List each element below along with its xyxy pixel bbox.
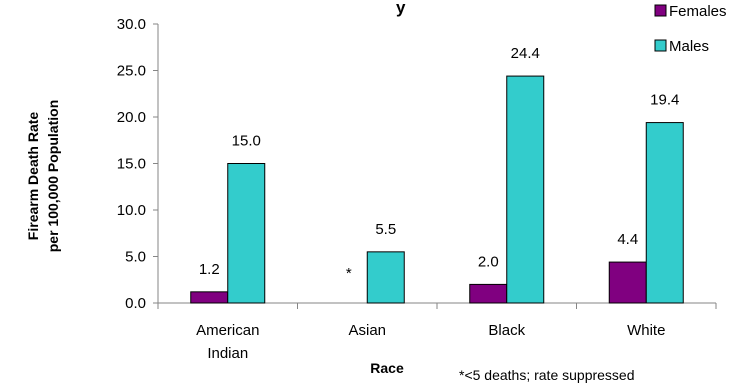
x-tick-label: Asian — [348, 322, 386, 339]
data-label: 5.5 — [375, 221, 396, 238]
bar-males — [366, 251, 405, 304]
data-label: * — [346, 265, 352, 282]
data-label: 15.0 — [232, 133, 261, 150]
bars — [190, 75, 684, 304]
data-label: 2.0 — [478, 253, 499, 270]
legend-label: Females — [669, 3, 727, 20]
bar-males — [227, 163, 266, 304]
legend-swatch — [654, 4, 667, 17]
y-tick-label: 15.0 — [117, 156, 146, 173]
x-tick-label: White — [627, 322, 665, 339]
y-tick-label: 10.0 — [117, 202, 146, 219]
y-tick-label: 20.0 — [117, 109, 146, 126]
bar-males — [645, 122, 684, 304]
y-axis-label: Firearm Death Rate per 100,000 Population — [25, 100, 61, 253]
y-tick-label: 30.0 — [117, 16, 146, 33]
x-tick-label: American — [196, 322, 259, 339]
bar-females — [190, 291, 229, 304]
y-tick-label: 0.0 — [125, 295, 146, 312]
chart-title-fragment: y — [396, 0, 406, 17]
y-tick-label: 25.0 — [117, 63, 146, 80]
data-label: 19.4 — [650, 92, 679, 109]
y-tick-label: 5.0 — [125, 249, 146, 266]
y-axis-label-line: per 100,000 Population — [45, 100, 61, 253]
axes: 0.0 5.0 10.0 15.0 20.0 25.0 30.0 American Indian… — [117, 16, 717, 362]
data-label: 4.4 — [617, 231, 638, 248]
data-labels: 1.2 * 2.0 4.4 15.0 5.5 24.4 19.4 — [199, 45, 680, 282]
legend-label: Males — [669, 38, 709, 55]
bar-males — [506, 75, 545, 304]
legend: Females Males — [654, 3, 727, 55]
x-tick-label: Black — [488, 322, 525, 339]
legend-swatch — [654, 39, 667, 52]
x-tick-label: Indian — [207, 345, 248, 362]
footnote: *<5 deaths; rate suppressed — [459, 367, 635, 383]
bar-females — [608, 261, 647, 304]
data-label: 24.4 — [511, 45, 540, 62]
y-axis-label-line: Firearm Death Rate — [25, 112, 41, 241]
x-axis-label: Race — [370, 360, 404, 376]
data-label: 1.2 — [199, 261, 220, 278]
bar-females — [469, 283, 508, 304]
